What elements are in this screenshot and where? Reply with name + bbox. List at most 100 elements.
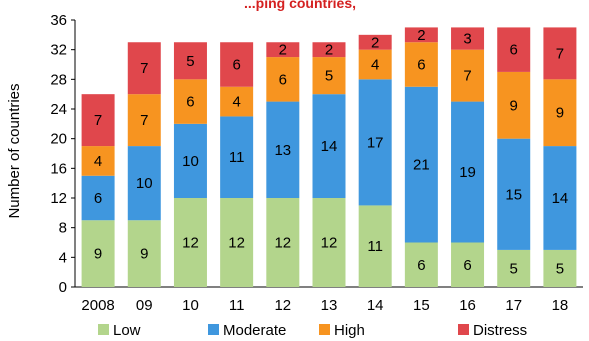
legend-label: Moderate xyxy=(223,322,286,339)
bar-segment-moderate xyxy=(497,138,531,250)
legend-label: High xyxy=(334,322,365,339)
legend-item-moderate: Moderate xyxy=(208,322,286,339)
data-label-distress: 7 xyxy=(556,45,564,62)
data-label-distress: 2 xyxy=(417,27,425,44)
bar-segment-distress xyxy=(497,27,531,72)
data-label-low: 12 xyxy=(274,235,291,252)
data-label-high: 4 xyxy=(232,94,240,111)
data-label-high: 4 xyxy=(94,153,102,170)
bar-segment-moderate xyxy=(173,123,207,198)
bar-segment-moderate xyxy=(220,116,254,198)
data-label-distress: 6 xyxy=(510,42,518,59)
bar-segment-distress xyxy=(173,42,207,80)
legend-swatch xyxy=(319,324,330,335)
data-label-distress: 5 xyxy=(186,53,194,70)
data-label-moderate: 14 xyxy=(552,190,569,207)
bar-segment-high xyxy=(81,146,115,176)
data-label-high: 6 xyxy=(279,71,287,88)
data-label-low: 12 xyxy=(228,235,245,252)
data-label-low: 12 xyxy=(182,235,199,252)
bar-segment-low xyxy=(266,198,300,287)
x-tick-labels: 2008 09 10 11 12 13 14 15 16 17 18 xyxy=(81,297,568,314)
data-label-low: 5 xyxy=(556,260,564,277)
data-label-distress: 3 xyxy=(463,31,471,48)
x-tick-label: 15 xyxy=(413,297,430,314)
bar-segment-moderate xyxy=(127,146,161,221)
data-label-low: 11 xyxy=(367,238,383,255)
y-tick-label: 28 xyxy=(50,71,67,88)
data-label-high: 4 xyxy=(371,57,379,74)
data-label-moderate: 13 xyxy=(274,142,291,159)
bar-segment-moderate xyxy=(543,146,577,250)
data-label-moderate: 11 xyxy=(229,149,245,166)
data-label-high: 6 xyxy=(186,94,194,111)
bar-segment-low xyxy=(220,198,254,287)
data-label-distress: 6 xyxy=(232,57,240,74)
bar-segment-high xyxy=(451,49,485,102)
y-tick-label: 16 xyxy=(50,160,67,177)
bar-segment-distress xyxy=(127,42,161,95)
y-tick-label: 32 xyxy=(50,42,67,59)
bar-segment-low xyxy=(543,249,577,287)
bar-segment-low xyxy=(81,220,115,287)
bar-segment-low xyxy=(127,220,161,287)
legend-label: Low xyxy=(113,322,141,339)
bars xyxy=(81,27,577,287)
data-label-high: 7 xyxy=(463,68,471,85)
y-tick-label: 4 xyxy=(59,249,67,266)
legend-swatch xyxy=(98,324,109,335)
data-label-low: 5 xyxy=(510,260,518,277)
bar-segment-high xyxy=(220,86,254,117)
legend-label: Distress xyxy=(473,322,527,339)
x-tick-label: 12 xyxy=(274,297,291,314)
x-tick-label: 16 xyxy=(459,297,476,314)
bar-segment-distress xyxy=(451,27,485,50)
bar-segment-low xyxy=(404,242,438,287)
bar-segment-moderate xyxy=(312,94,346,198)
bar-segment-moderate xyxy=(81,175,115,221)
bar-segment-distress xyxy=(404,27,438,43)
y-tick-label: 20 xyxy=(50,131,67,148)
x-tick-label: 18 xyxy=(552,297,569,314)
data-label-moderate: 19 xyxy=(459,164,476,181)
bar-segment-low xyxy=(173,198,207,287)
data-label-high: 9 xyxy=(556,105,564,122)
data-label-distress: 2 xyxy=(325,42,333,59)
legend: Low Moderate High Distress xyxy=(98,322,527,339)
bar-segment-high xyxy=(127,94,161,147)
data-label-distress: 7 xyxy=(94,112,102,129)
y-tick-label: 8 xyxy=(59,220,67,237)
x-tick-label: 13 xyxy=(321,297,338,314)
x-tick-label: 14 xyxy=(367,297,384,314)
bar-segment-distress xyxy=(220,42,254,87)
clipped-chart-title: ...ping countries, xyxy=(244,0,356,11)
legend-item-distress: Distress xyxy=(458,322,527,339)
x-tick-label: 10 xyxy=(182,297,199,314)
data-label-moderate: 21 xyxy=(413,157,430,174)
data-label-moderate: 14 xyxy=(321,138,338,155)
data-label-low: 6 xyxy=(417,257,425,274)
bar-segment-distress xyxy=(81,94,115,147)
bar-segment-low xyxy=(497,249,531,287)
bar-segment-high xyxy=(543,79,577,147)
data-label-high: 5 xyxy=(325,68,333,85)
data-label-moderate: 10 xyxy=(136,175,153,192)
y-tick-label: 12 xyxy=(50,190,67,207)
bar-segment-low xyxy=(312,198,346,287)
bar-segment-high xyxy=(404,42,438,87)
x-tick-label: 2008 xyxy=(81,297,114,314)
data-label-moderate: 15 xyxy=(505,186,522,203)
legend-swatch xyxy=(208,324,219,335)
data-label-moderate: 17 xyxy=(367,134,384,151)
y-axis-label: Number of countries xyxy=(6,83,23,218)
bar-segment-distress xyxy=(266,42,300,58)
bar-segment-high xyxy=(266,57,300,102)
bar-segment-low xyxy=(451,242,485,287)
bar-segment-moderate xyxy=(404,86,438,243)
legend-swatch xyxy=(458,324,469,335)
bar-segment-high xyxy=(312,57,346,95)
data-label-high: 6 xyxy=(417,57,425,74)
bar-segment-moderate xyxy=(451,101,485,243)
data-label-low: 6 xyxy=(463,257,471,274)
